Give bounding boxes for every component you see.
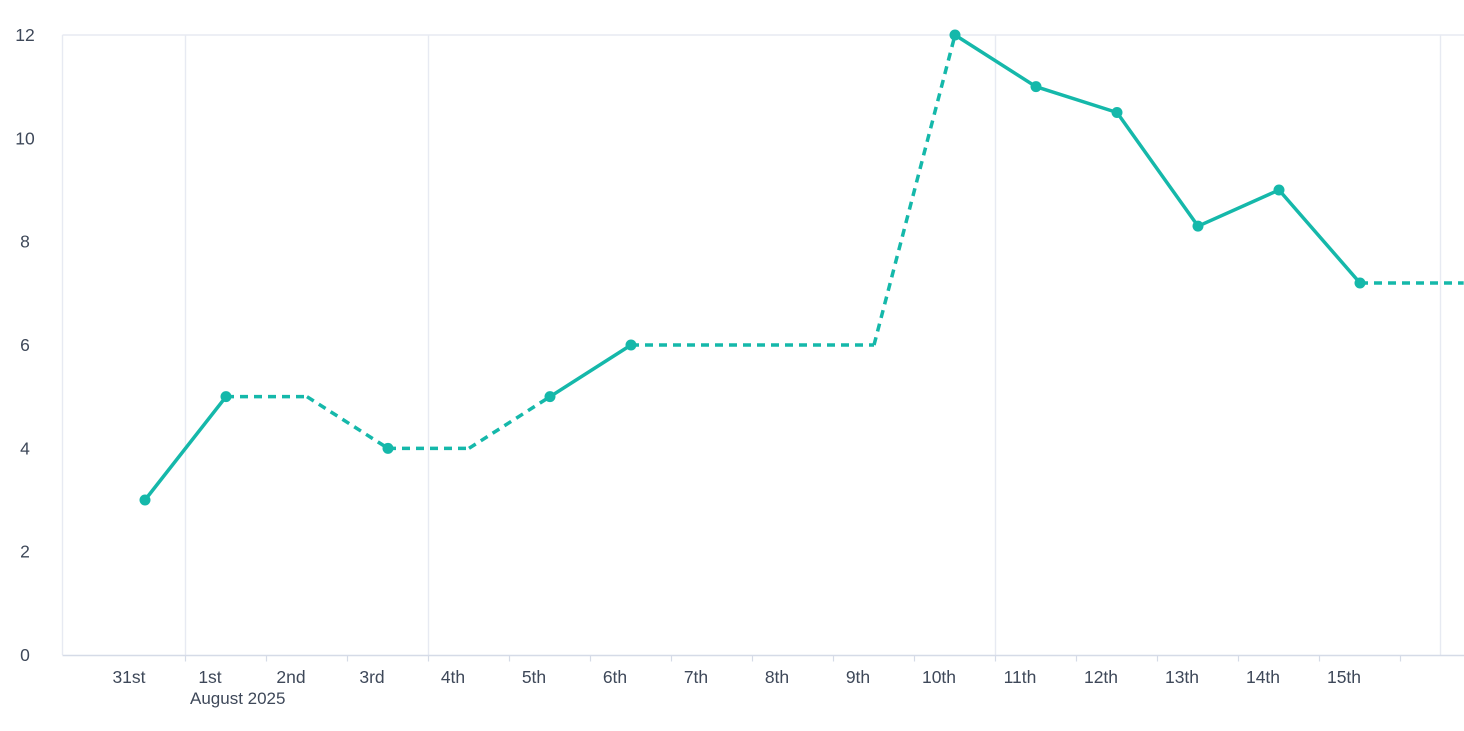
series-segment — [143, 394, 228, 502]
data-point-marker[interactable] — [1273, 184, 1285, 196]
series-segment — [1115, 110, 1200, 228]
y-axis-tick-label: 0 — [20, 645, 30, 665]
data-point-marker[interactable] — [1111, 107, 1123, 118]
series-segment — [1034, 84, 1119, 115]
x-axis-tick-label: 1st — [198, 667, 221, 687]
series-segment — [306, 395, 389, 450]
data-point-marker[interactable] — [1030, 81, 1042, 93]
series-segment — [953, 33, 1038, 89]
y-axis-tick-label: 10 — [15, 128, 35, 148]
x-axis-tick-label: 12th — [1084, 667, 1118, 687]
x-axis-tick-label: 8th — [765, 667, 789, 687]
series-segment — [548, 343, 633, 399]
series-segment — [872, 34, 957, 346]
data-point-marker[interactable] — [1354, 277, 1366, 289]
data-point-marker[interactable] — [1192, 220, 1204, 232]
x-axis-tick-label: 11th — [1004, 667, 1037, 687]
data-point-marker[interactable] — [625, 339, 637, 351]
data-point-marker[interactable] — [139, 494, 151, 506]
x-axis-tick-label: 3rd — [359, 667, 384, 687]
x-axis-tick-label: 6th — [603, 667, 627, 687]
x-axis-tick-label: 7th — [684, 667, 708, 687]
data-point-marker[interactable] — [220, 391, 232, 403]
x-axis-month-label: August 2025 — [190, 689, 285, 708]
y-axis-tick-label: 12 — [15, 25, 34, 45]
y-axis-tick-label: 4 — [20, 438, 30, 458]
y-axis-tick-label: 2 — [20, 542, 30, 562]
x-axis-tick-label: 2nd — [276, 667, 305, 687]
x-axis-tick-label: 4th — [441, 667, 465, 687]
series-segment — [1277, 188, 1362, 285]
series-segment — [1196, 188, 1281, 228]
x-axis-tick-label: 10th — [922, 667, 956, 687]
x-axis-tick-label: 14th — [1246, 667, 1280, 687]
series-segment — [468, 395, 551, 450]
data-point-marker[interactable] — [382, 442, 394, 454]
x-axis-tick-label: 31st — [112, 667, 145, 687]
x-axis-tick-label: 15th — [1327, 667, 1361, 687]
x-axis-tick-label: 5th — [522, 667, 546, 687]
y-axis-tick-label: 8 — [20, 232, 30, 252]
x-axis-tick-label: 9th — [846, 667, 870, 687]
y-axis-tick-label: 6 — [20, 335, 30, 355]
data-point-marker[interactable] — [949, 29, 961, 41]
x-axis-tick-label: 13th — [1165, 667, 1199, 687]
data-point-marker[interactable] — [544, 391, 556, 403]
